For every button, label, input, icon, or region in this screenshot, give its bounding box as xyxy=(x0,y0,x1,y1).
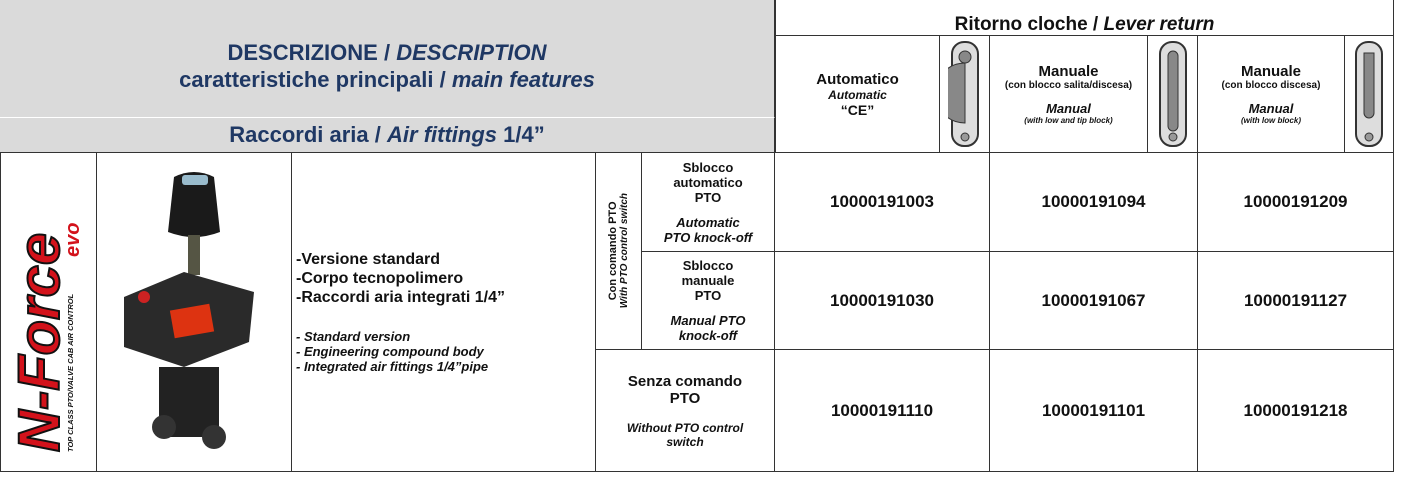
text: DESCRIZIONE xyxy=(227,39,378,65)
text: Manual PTO knock-off xyxy=(670,313,746,343)
control-group: Con comando PTO With PTO control switch xyxy=(596,153,642,350)
code: 10000191110 xyxy=(775,350,990,472)
text: With PTO control switch xyxy=(618,193,630,309)
text: Sblocco automatico PTO xyxy=(673,159,743,205)
code: 10000191101 xyxy=(990,350,1198,472)
product-image xyxy=(124,172,254,449)
icon-cell xyxy=(1148,36,1198,153)
row-label: Sblocco manuale PTO Manual PTO knock-off xyxy=(642,252,775,350)
description-line: DESCRIZIONE / DESCRIPTION xyxy=(227,39,546,66)
code: 10000191094 xyxy=(990,153,1198,252)
col-header: Automatico Automatic “CE” xyxy=(775,36,940,153)
code: 10000191209 xyxy=(1198,153,1394,252)
text: DESCRIPTION xyxy=(396,39,547,65)
col-sub: (con blocco discesa) xyxy=(1221,80,1321,91)
col-en-sub: (with low and tip block) xyxy=(1024,116,1113,125)
text: Lever return xyxy=(1103,13,1215,35)
top-strip xyxy=(0,0,775,14)
text: / xyxy=(1092,13,1099,35)
lever-icon xyxy=(947,41,979,147)
sheet: DESCRIZIONE / DESCRIPTION caratteristich… xyxy=(0,0,1394,472)
icon-cell xyxy=(940,36,990,153)
row-label: Senza comando PTO Without PTO control swi… xyxy=(596,350,775,472)
icon-cell xyxy=(1345,36,1394,153)
col-en: Manual xyxy=(1046,101,1091,116)
fittings-header: Raccordi aria / Air fittings 1/4” xyxy=(0,117,775,153)
code: 10000191218 xyxy=(1198,350,1394,472)
feature: -Raccordi aria integrati 1/4” xyxy=(296,289,505,306)
col-name: Automatico xyxy=(816,70,899,88)
text: / xyxy=(439,66,446,92)
feature: -Corpo tecnopolimero xyxy=(296,270,464,287)
code: 10000191030 xyxy=(775,252,990,350)
row-label: Sblocco automatico PTO Automatic PTO knoc… xyxy=(642,153,775,252)
text: Air fittings xyxy=(387,122,498,147)
features-cell: -Versione standard -Corpo tecnopolimero … xyxy=(292,153,596,472)
col-en: Manual xyxy=(1248,101,1294,116)
features-en: - Standard version - Engineering compoun… xyxy=(296,329,488,374)
col-note: “CE” xyxy=(840,101,875,118)
logo: N-Force evo TOP CLASS PTO/VALVE CAB AIR … xyxy=(6,223,84,453)
col-name: Manuale xyxy=(1038,63,1099,80)
text: Sblocco manuale PTO xyxy=(681,258,735,303)
code: 10000191003 xyxy=(775,153,990,252)
lever-line: Ritorno cloche / Lever return xyxy=(955,14,1215,36)
text: Without PTO control switch xyxy=(626,420,744,449)
code: 10000191067 xyxy=(990,252,1198,350)
text: caratteristiche principali xyxy=(179,66,434,92)
logo-text: N-Force xyxy=(7,233,72,452)
col-name: Manuale xyxy=(1240,63,1301,80)
image-cell xyxy=(97,153,292,472)
feature: - Engineering compound body xyxy=(296,344,484,359)
col-header: Manuale (con blocco discesa) Manual (wit… xyxy=(1198,36,1345,153)
feature: - Integrated air fittings 1/4”pipe xyxy=(296,359,489,374)
text: main features xyxy=(451,66,595,92)
col-en-sub: (with low block) xyxy=(1241,116,1301,125)
text: / xyxy=(383,39,391,65)
lever-icon xyxy=(1158,41,1187,147)
text: Automatic PTO knock-off xyxy=(663,214,753,245)
logo-suffix: evo xyxy=(62,223,84,257)
feature: - Standard version xyxy=(296,329,411,344)
text: Raccordi aria xyxy=(229,122,369,147)
text: / xyxy=(374,122,381,147)
feature: -Versione standard xyxy=(296,251,441,268)
col-en: Automatic xyxy=(828,87,887,102)
col-sub: (con blocco salita/discesa) xyxy=(1004,80,1133,91)
features-it: -Versione standard -Corpo tecnopolimero … xyxy=(296,250,505,307)
text: Con comando PTO xyxy=(606,201,619,301)
text: Senza comando PTO xyxy=(627,372,743,407)
lever-icon xyxy=(1355,41,1383,147)
text: 1/4” xyxy=(503,122,545,147)
logo-tagline: TOP CLASS PTO/VALVE CAB AIR CONTROL xyxy=(66,293,75,452)
lever-strip xyxy=(775,0,1394,14)
description-header: DESCRIZIONE / DESCRIPTION caratteristich… xyxy=(0,14,775,117)
fittings-line: Raccordi aria / Air fittings 1/4” xyxy=(229,122,545,148)
text: Ritorno cloche xyxy=(954,13,1088,35)
features-line: caratteristiche principali / main featur… xyxy=(179,66,595,93)
col-header: Manuale (con blocco salita/discesa) Manu… xyxy=(990,36,1148,153)
control-group-label: Con comando PTO With PTO control switch xyxy=(607,193,631,308)
code: 10000191127 xyxy=(1198,252,1394,350)
logo-cell: N-Force evo TOP CLASS PTO/VALVE CAB AIR … xyxy=(0,153,97,472)
lever-title: Ritorno cloche / Lever return xyxy=(775,14,1394,36)
